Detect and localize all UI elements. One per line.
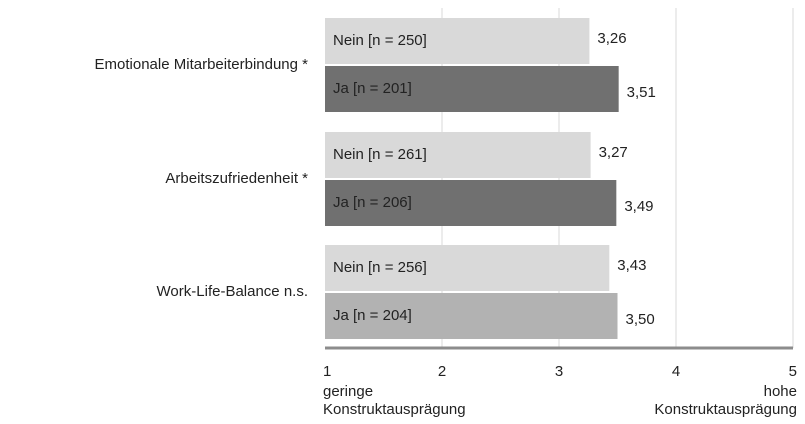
category-label: Work-Life-Balance n.s. (157, 283, 308, 300)
bar (325, 132, 591, 178)
category-label: Emotionale Mitarbeiterbindung * (95, 56, 309, 73)
x-axis-label: geringe (323, 383, 373, 400)
value-label: 3,51 (627, 84, 656, 101)
value-label: 3,43 (617, 257, 646, 274)
x-tick-label: 1 (323, 363, 331, 380)
x-tick-label: 3 (555, 363, 563, 380)
value-label: 3,50 (626, 311, 655, 328)
bar-label: Nein [n = 256] (333, 259, 427, 276)
x-tick-label: 4 (672, 363, 680, 380)
x-tick-label: 5 (789, 363, 797, 380)
bar (325, 180, 617, 226)
bar-label: Nein [n = 250] (333, 32, 427, 49)
bar (325, 18, 590, 64)
bar (325, 66, 619, 112)
bar-label: Ja [n = 201] (333, 80, 412, 97)
x-axis-label: hohe (764, 383, 797, 400)
bar (325, 293, 618, 339)
value-label: 3,26 (597, 30, 626, 47)
x-tick-label: 2 (438, 363, 446, 380)
x-axis-label: Konstruktausprägung (323, 401, 466, 418)
bar-label: Ja [n = 204] (333, 307, 412, 324)
bar (325, 245, 610, 291)
bar-label: Ja [n = 206] (333, 194, 412, 211)
bar-label: Nein [n = 261] (333, 146, 427, 163)
category-label: Arbeitszufriedenheit * (165, 170, 308, 187)
value-label: 3,49 (624, 198, 653, 215)
x-axis-label: Konstruktausprägung (654, 401, 797, 418)
value-label: 3,27 (599, 144, 628, 161)
